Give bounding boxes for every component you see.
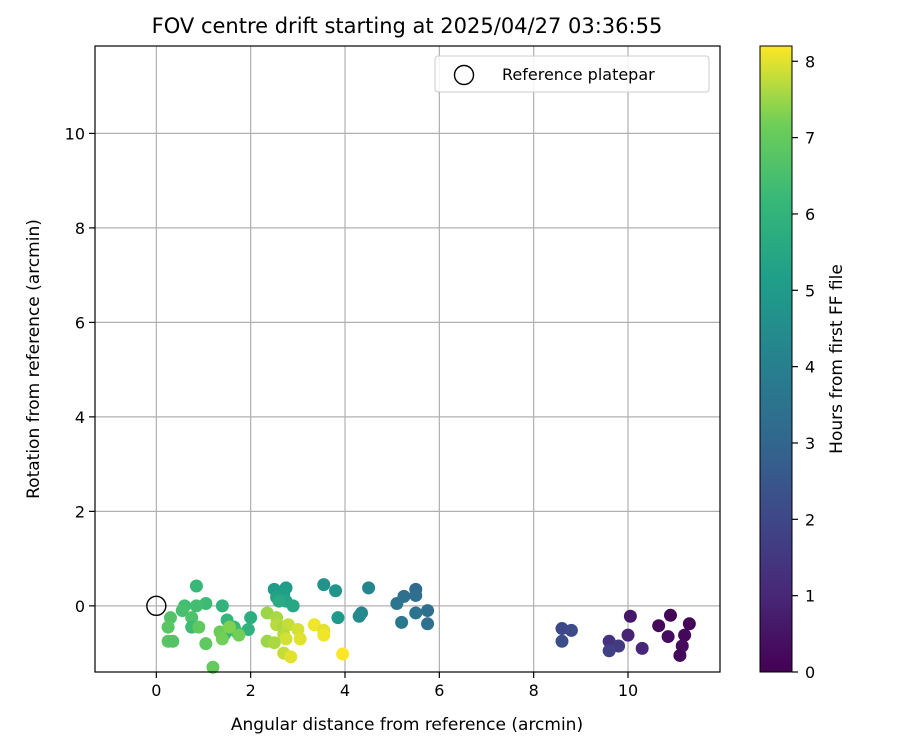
reference-layer (146, 595, 167, 617)
data-point (352, 609, 366, 623)
legend-box (434, 55, 710, 93)
colorbar-tick-label: 3 (805, 434, 815, 453)
y-tick-label: 8 (75, 219, 85, 238)
colorbar-tick-label: 8 (805, 52, 815, 71)
data-point (663, 608, 677, 622)
y-axis-label: Rotation from reference (arcmin) (24, 219, 44, 499)
data-point (362, 581, 376, 595)
colorbar-tick-label: 4 (805, 358, 815, 377)
x-axis-ticks: 0 2 4 6 8 10 (151, 672, 638, 700)
data-point (267, 636, 281, 650)
data-point (215, 632, 229, 646)
colorbar: 0 1 2 3 4 5 6 7 8 Hours from first FF file (759, 45, 847, 682)
y-tick-label: 4 (75, 408, 85, 427)
data-point (293, 632, 307, 646)
x-tick-label: 10 (618, 681, 638, 700)
data-point (279, 632, 293, 646)
data-point (161, 620, 175, 634)
data-point (564, 623, 578, 637)
data-point (623, 609, 637, 623)
chart-title: FOV centre drift starting at 2025/04/27 … (152, 14, 663, 38)
colorbar-tick-label: 1 (805, 587, 815, 606)
legend: Reference platepar (434, 55, 710, 93)
data-point (189, 579, 203, 593)
y-tick-label: 6 (75, 313, 85, 332)
data-point (336, 647, 350, 661)
x-tick-label: 0 (151, 681, 161, 700)
data-point (661, 630, 675, 644)
data-point (331, 611, 345, 625)
data-point (284, 650, 298, 664)
data-point (317, 578, 331, 592)
data-point (307, 618, 321, 632)
data-point (232, 628, 246, 642)
data-point (286, 599, 300, 613)
x-tick-label: 4 (340, 681, 350, 700)
colorbar-tick-label: 2 (805, 510, 815, 529)
data-points (161, 578, 696, 674)
y-tick-label: 0 (75, 597, 85, 616)
data-point (215, 599, 229, 613)
data-point (189, 599, 203, 613)
grid (95, 46, 720, 672)
reference-platepar-marker (146, 595, 167, 617)
colorbar-gradient (759, 45, 793, 673)
data-point (409, 588, 423, 602)
data-point (555, 634, 569, 648)
x-tick-label: 2 (246, 681, 256, 700)
data-point (185, 611, 199, 625)
data-point (635, 641, 649, 655)
data-point (244, 611, 258, 625)
colorbar-tick-label: 6 (805, 205, 815, 224)
y-axis-ticks: 0 2 4 6 8 10 (65, 124, 95, 616)
data-point (390, 596, 404, 610)
legend-label-reference: Reference platepar (502, 65, 655, 84)
data-point (272, 594, 286, 608)
data-point (682, 617, 696, 631)
colorbar-ticks: 0 1 2 3 4 5 6 7 8 (792, 52, 815, 682)
y-tick-label: 10 (65, 124, 85, 143)
y-tick-label: 2 (75, 502, 85, 521)
data-point (175, 604, 189, 618)
data-point (241, 622, 255, 636)
data-point (602, 644, 616, 658)
legend-marker-reference (453, 64, 475, 86)
data-point (421, 604, 435, 618)
data-point (421, 617, 435, 631)
data-point (673, 648, 687, 662)
data-point (192, 620, 206, 634)
x-tick-label: 8 (529, 681, 539, 700)
data-point (678, 628, 692, 642)
data-point (329, 584, 343, 598)
colorbar-tick-label: 0 (805, 663, 815, 682)
data-point (317, 628, 331, 642)
x-axis-label: Angular distance from reference (arcmin) (231, 715, 583, 735)
plot-frame (94, 45, 721, 673)
colorbar-tick-label: 7 (805, 129, 815, 148)
data-point (206, 660, 220, 674)
colorbar-label: Hours from first FF file (827, 264, 847, 454)
data-point (395, 615, 409, 629)
data-point (199, 637, 213, 651)
data-point (222, 620, 236, 634)
data-point (166, 634, 180, 648)
x-tick-label: 6 (434, 681, 444, 700)
data-point (621, 628, 635, 642)
data-point (409, 606, 423, 620)
data-point (652, 619, 666, 633)
colorbar-tick-label: 5 (805, 281, 815, 300)
